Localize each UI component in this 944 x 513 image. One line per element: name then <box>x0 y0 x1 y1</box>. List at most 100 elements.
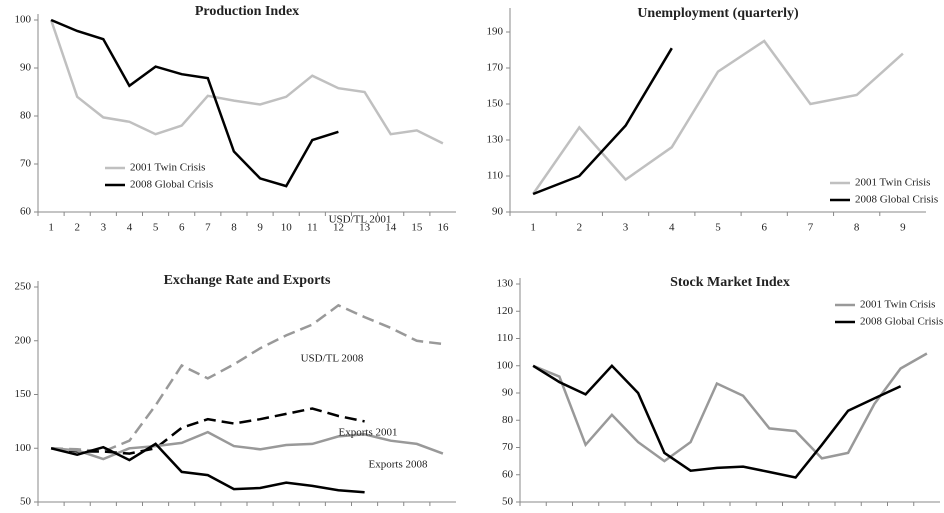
series-label: USD/TL 2001 <box>329 214 392 226</box>
x-tick-label: 7 <box>688 512 694 513</box>
x-tick-label: 8 <box>231 222 237 234</box>
x-tick-label: 9 <box>257 222 263 234</box>
legend-label: 2001 Twin Crisis <box>130 162 205 174</box>
legend-label: 2008 Global Crisis <box>130 179 213 191</box>
y-tick-label: 110 <box>487 170 504 182</box>
x-tick-label: 4 <box>669 222 675 234</box>
x-tick-label: 4 <box>127 222 133 234</box>
y-tick-label: 150 <box>487 98 504 110</box>
legend-label: 2001 Twin Crisis <box>855 177 930 189</box>
x-tick-label: 16 <box>437 222 449 234</box>
y-tick-label: 100 <box>497 359 514 371</box>
y-tick-label: 80 <box>502 414 514 426</box>
x-tick-label: 7 <box>205 512 211 513</box>
series-line <box>532 352 928 463</box>
chart-title: Unemployment (quarterly) <box>637 6 799 21</box>
x-tick-label: 12 <box>333 222 344 234</box>
y-tick-label: 100 <box>15 442 32 454</box>
x-tick-label: 13 <box>843 512 855 513</box>
x-tick-label: 3 <box>583 512 589 513</box>
x-tick-label: 3 <box>101 512 107 513</box>
x-tick-label: 1 <box>48 222 54 234</box>
x-tick-label: 15 <box>895 512 907 513</box>
x-tick-label: 2 <box>557 512 563 513</box>
x-tick-label: 11 <box>307 512 318 513</box>
x-tick-label: 5 <box>153 512 159 513</box>
x-tick-label: 4 <box>609 512 615 513</box>
x-tick-label: 3 <box>623 222 629 234</box>
x-tick-label: 11 <box>790 512 801 513</box>
x-tick-label: 5 <box>715 222 721 234</box>
legend-label: 2008 Global Crisis <box>860 316 943 328</box>
y-tick-label: 90 <box>492 206 504 218</box>
y-tick-label: 120 <box>497 305 514 317</box>
x-tick-label: 6 <box>761 222 767 234</box>
x-tick-label: 8 <box>854 222 860 234</box>
y-tick-label: 60 <box>502 468 514 480</box>
x-tick-label: 6 <box>179 512 185 513</box>
x-tick-label: 12 <box>333 512 344 513</box>
x-tick-label: 6 <box>662 512 668 513</box>
series-line <box>49 19 444 145</box>
x-tick-label: 16 <box>437 512 449 513</box>
chart-title: Stock Market Index <box>670 275 790 290</box>
series-line <box>532 363 902 479</box>
x-tick-label: 15 <box>411 222 423 234</box>
x-tick-label: 4 <box>127 512 133 513</box>
chart-title: Exchange Rate and Exports <box>164 273 331 288</box>
x-tick-label: 9 <box>257 512 263 513</box>
x-tick-label: 10 <box>281 222 293 234</box>
y-tick-label: 90 <box>20 62 32 74</box>
x-tick-label: 8 <box>714 512 720 513</box>
series-label: USD/TL 2008 <box>301 353 364 365</box>
y-tick-label: 130 <box>487 134 504 146</box>
x-tick-label: 14 <box>385 512 397 513</box>
x-tick-label: 9 <box>900 222 906 234</box>
x-tick-label: 7 <box>205 222 211 234</box>
y-tick-label: 150 <box>15 388 32 400</box>
series-line <box>50 442 365 494</box>
series-line <box>50 407 365 455</box>
y-tick-label: 70 <box>502 441 514 453</box>
x-tick-label: 5 <box>635 512 641 513</box>
series-label: Exports 2001 <box>339 427 398 439</box>
legend-label: 2001 Twin Crisis <box>860 299 935 311</box>
x-tick-label: 2 <box>74 512 80 513</box>
x-tick-label: 1 <box>530 512 536 513</box>
series-line <box>532 47 673 196</box>
x-tick-label: 10 <box>281 512 293 513</box>
y-tick-label: 90 <box>502 387 514 399</box>
chart-title: Production Index <box>195 4 299 19</box>
x-tick-label: 3 <box>101 222 107 234</box>
series-label: Exports 2008 <box>369 459 428 471</box>
series-line <box>532 39 904 195</box>
x-tick-label: 14 <box>385 222 397 234</box>
x-tick-label: 13 <box>359 222 371 234</box>
x-tick-label: 15 <box>411 512 423 513</box>
y-tick-label: 200 <box>15 334 32 346</box>
x-tick-label: 8 <box>231 512 237 513</box>
x-tick-label: 1 <box>48 512 54 513</box>
series-line <box>50 18 339 188</box>
y-tick-label: 110 <box>497 332 514 344</box>
y-tick-label: 250 <box>15 281 32 293</box>
x-tick-label: 6 <box>179 222 185 234</box>
x-tick-label: 2 <box>577 222 583 234</box>
x-tick-label: 12 <box>816 512 827 513</box>
x-tick-label: 1 <box>530 222 536 234</box>
x-tick-label: 16 <box>921 512 933 513</box>
y-tick-label: 70 <box>20 158 32 170</box>
x-tick-label: 5 <box>153 222 159 234</box>
x-tick-label: 11 <box>307 222 318 234</box>
y-tick-label: 50 <box>502 496 514 508</box>
x-tick-label: 10 <box>764 512 776 513</box>
y-tick-label: 80 <box>20 110 32 122</box>
x-tick-label: 14 <box>869 512 881 513</box>
y-tick-label: 190 <box>487 26 504 38</box>
x-tick-label: 13 <box>359 512 371 513</box>
y-tick-label: 50 <box>20 496 32 508</box>
x-tick-label: 7 <box>808 222 814 234</box>
y-tick-label: 60 <box>20 206 32 218</box>
x-tick-label: 9 <box>740 512 746 513</box>
